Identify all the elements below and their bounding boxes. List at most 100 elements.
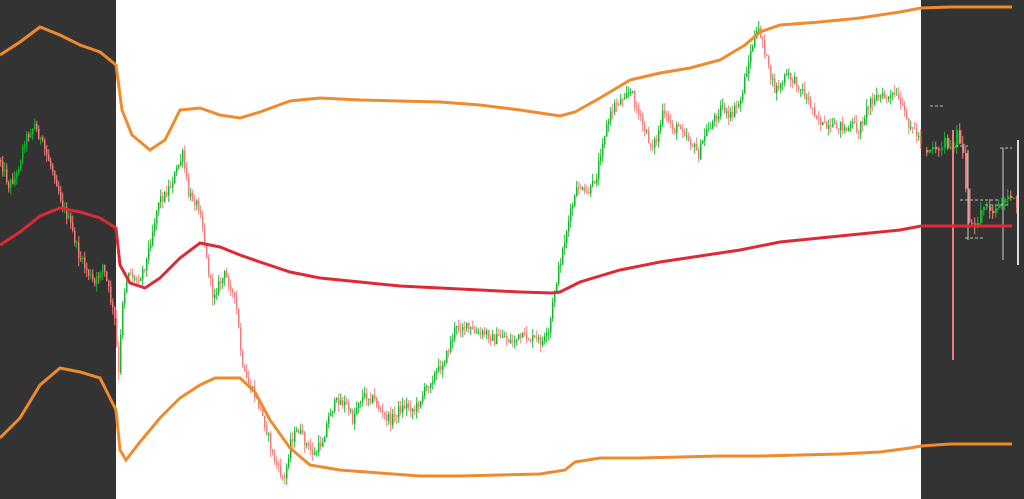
- candle-body-310: [620, 98, 622, 105]
- candle-body-22: [44, 140, 46, 150]
- candle-body-329: [658, 130, 660, 142]
- candle-body-223: [446, 350, 448, 363]
- candle-body-284: [568, 221, 570, 232]
- candle-body-174: [348, 403, 350, 412]
- candle-body-248: [496, 334, 498, 345]
- candle-body-312: [624, 97, 626, 100]
- candle-body-213: [426, 386, 428, 388]
- candle-body-87: [174, 172, 176, 184]
- candle-body-280: [560, 264, 562, 266]
- candle-body-97: [194, 201, 196, 205]
- candle-body-198: [396, 414, 398, 417]
- candle-body-428: [856, 123, 858, 132]
- candle-body-211: [422, 395, 424, 402]
- candle-body-167: [334, 400, 336, 411]
- candle-body-452: [904, 105, 906, 112]
- candle-body-60: [120, 335, 122, 373]
- candle-body-408: [816, 115, 818, 119]
- candle-body-109: [218, 281, 220, 294]
- candle-body-88: [176, 167, 178, 173]
- candle-body-79: [158, 202, 160, 211]
- candle-body-218: [436, 371, 438, 374]
- candle-body-402: [804, 89, 806, 99]
- candle-body-210: [420, 401, 422, 407]
- candle-body-455: [910, 127, 912, 129]
- candle-body-3: [6, 169, 8, 183]
- candle-body-347: [694, 144, 696, 147]
- candle-body-45: [90, 274, 92, 276]
- candle-body-267: [534, 335, 536, 338]
- candle-body-93: [186, 168, 188, 178]
- candle-body-113: [226, 271, 228, 278]
- candle-body-185: [370, 398, 372, 403]
- candle-body-148: [296, 430, 298, 432]
- candle-body-273: [546, 332, 548, 337]
- candle-body-266: [532, 335, 534, 341]
- candle-body-363: [726, 111, 728, 113]
- candle-body-180: [360, 401, 362, 404]
- candle-body-309: [618, 104, 620, 106]
- candle-body-214: [428, 386, 430, 388]
- candle-body-122: [244, 365, 246, 371]
- candle-body-63: [126, 281, 128, 293]
- candle-body-434: [868, 106, 870, 108]
- candle-body-249: [498, 334, 500, 336]
- candle-body-291: [582, 187, 584, 190]
- candle-body-12: [24, 144, 26, 147]
- candle-body-325: [650, 143, 652, 147]
- candle-body-61: [122, 303, 124, 336]
- candle-body-135: [270, 433, 272, 450]
- candle-body-194: [388, 413, 390, 421]
- candle-body-7: [14, 177, 16, 184]
- candle-body-203: [406, 403, 408, 409]
- candle-body-24: [48, 154, 50, 162]
- candle-body-78: [156, 210, 158, 223]
- candle-body-118: [236, 297, 238, 310]
- candle-body-90: [180, 161, 182, 165]
- candle-body-311: [622, 98, 624, 100]
- candle-body-288: [576, 187, 578, 197]
- candle-body-386: [772, 78, 774, 80]
- candle-body-348: [696, 144, 698, 151]
- candle-body-324: [648, 130, 650, 144]
- candle-body-165: [330, 412, 332, 417]
- candle-body-36: [72, 222, 74, 231]
- candle-body-322: [644, 124, 646, 132]
- candle-body-199: [398, 406, 400, 417]
- candle-body-146: [292, 439, 294, 442]
- candle-body-419: [838, 128, 840, 131]
- candle-body-365: [730, 112, 732, 118]
- candle-body-220: [440, 366, 442, 371]
- candle-body-14: [28, 134, 30, 138]
- candle-body-398: [796, 76, 798, 88]
- candle-body-257: [514, 341, 516, 343]
- candle-body-182: [364, 393, 366, 397]
- candle-body-321: [642, 115, 644, 125]
- candle-body-445: [890, 94, 892, 97]
- candle-body-80: [160, 196, 162, 203]
- candle-body-290: [580, 187, 582, 190]
- candle-body-42: [84, 257, 86, 268]
- candle-body-234: [468, 322, 470, 329]
- candle-body-188: [376, 398, 378, 406]
- candle-body-53: [106, 271, 108, 281]
- candle-body-370: [740, 99, 742, 105]
- candle-body-414: [828, 125, 830, 129]
- candle-body-23: [46, 149, 48, 155]
- candle-body-181: [362, 396, 364, 402]
- candle-body-255: [510, 340, 512, 343]
- candle-body-112: [224, 271, 226, 278]
- candle-body-47: [94, 279, 96, 284]
- candle-body-200: [400, 406, 402, 413]
- candle-body-104: [208, 257, 210, 276]
- candle-body-184: [368, 398, 370, 400]
- candle-body-270: [540, 337, 542, 345]
- candle-body-384: [768, 55, 770, 66]
- candle-body-115: [230, 285, 232, 290]
- candle-body-440: [880, 96, 882, 98]
- candle-body-391: [782, 82, 784, 84]
- candle-body-231: [462, 327, 464, 331]
- candle-body-242: [484, 330, 486, 335]
- candle-body-432: [864, 118, 866, 125]
- candle-body-330: [660, 124, 662, 131]
